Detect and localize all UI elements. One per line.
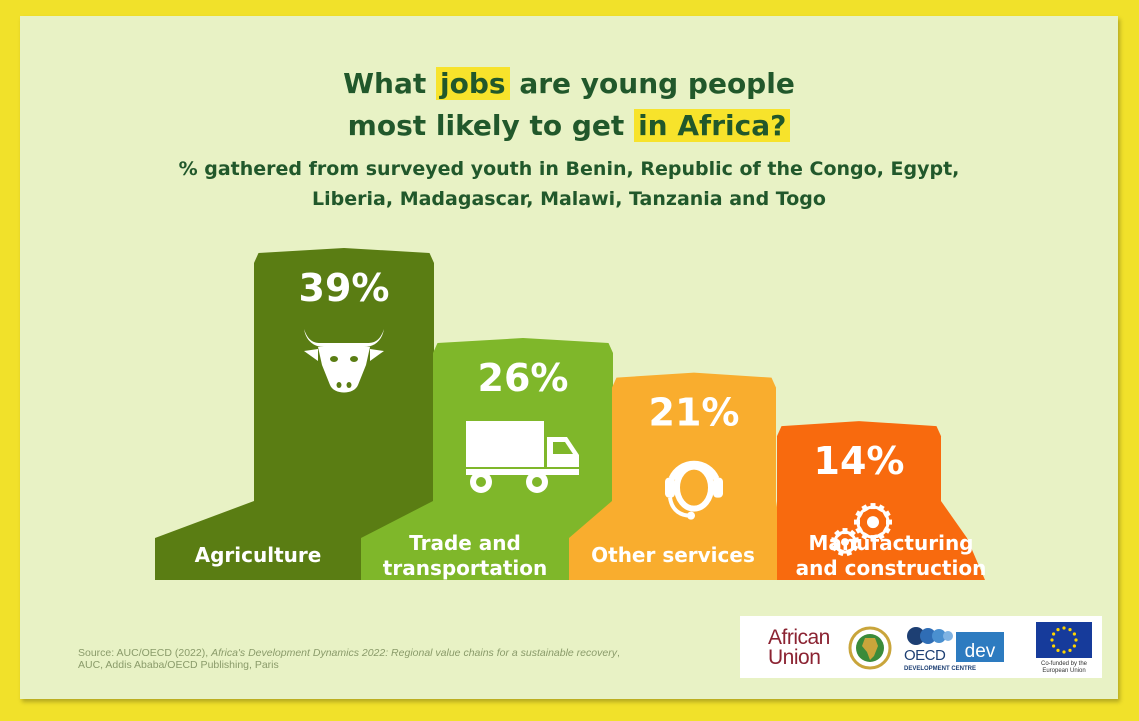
title-text-2: are young people (509, 67, 795, 100)
subtitle-line-2: Liberia, Madagascar, Malawi, Tanzania an… (312, 188, 826, 210)
bar (777, 421, 941, 521)
oecd-globe-icon (907, 627, 953, 645)
au-line-1: African (768, 626, 830, 649)
value-label: 14% (814, 439, 905, 483)
partner-logos: African Union OECD dev DEVELOPMENT CENTR… (740, 616, 1102, 678)
oecd-development-centre-text: DEVELOPMENT CENTRE (904, 666, 977, 672)
value-label: 21% (649, 391, 740, 435)
african-union-logo-text: African Union (768, 626, 830, 669)
infographic-card: What jobs are young people most likely t… (20, 16, 1118, 699)
category-label: Manufacturing (809, 531, 974, 555)
bar-base (569, 501, 782, 580)
title-highlight-africa: in Africa? (634, 109, 791, 142)
headset-icon (665, 460, 723, 520)
bar (612, 372, 776, 521)
truck-icon (466, 421, 579, 493)
eu-line-2: European Union (1042, 668, 1086, 674)
eu-flag-icon (1036, 622, 1092, 658)
category-label: Other services (591, 543, 755, 567)
gears-icon (830, 503, 892, 557)
value-label: 39% (299, 266, 390, 310)
title-text-1: What (343, 67, 437, 100)
source-line-2: AUC, Addis Ababa/OECD Publishing, Paris (78, 659, 279, 671)
category-label: transportation (383, 556, 547, 580)
page-title: What jobs are young people most likely t… (20, 63, 1118, 147)
eu-line-1: Co-funded by the (1040, 661, 1088, 667)
source-title: Africa's Development Dynamics 2022: Regi… (211, 647, 617, 659)
oecd-dev-logo: dev (956, 632, 1004, 662)
category-label: Trade and (409, 531, 521, 555)
source-suffix: , (616, 647, 620, 659)
subtitle-line-1: % gathered from surveyed youth in Benin,… (178, 158, 960, 180)
cow-icon (304, 329, 384, 393)
bar-base (777, 501, 985, 580)
bar-group-3: 21% Other services (569, 372, 782, 580)
title-text-3: most likely to get (347, 109, 635, 142)
value-label: 26% (478, 356, 569, 400)
chart-subtitle: % gathered from surveyed youth in Benin,… (80, 154, 1058, 214)
title-highlight-jobs: jobs (436, 67, 510, 100)
au-line-2: Union (768, 646, 821, 669)
source-note: Source: AUC/OECD (2022), Africa's Develo… (78, 647, 718, 671)
bar-group-1: 39% Agriculture (155, 248, 440, 580)
bar-chart: 39% Agriculture 26% Trade andtransportation… (155, 248, 986, 580)
source-prefix: Source: AUC/OECD (2022), (78, 647, 212, 659)
bar-base (361, 501, 619, 580)
category-label: Agriculture (195, 543, 322, 567)
eu-cofunded-text: Co-funded by the European Union (1029, 661, 1099, 675)
african-union-emblem-icon (848, 626, 892, 670)
category-label: and construction (796, 556, 987, 580)
oecd-logo-text: OECD (904, 647, 946, 664)
